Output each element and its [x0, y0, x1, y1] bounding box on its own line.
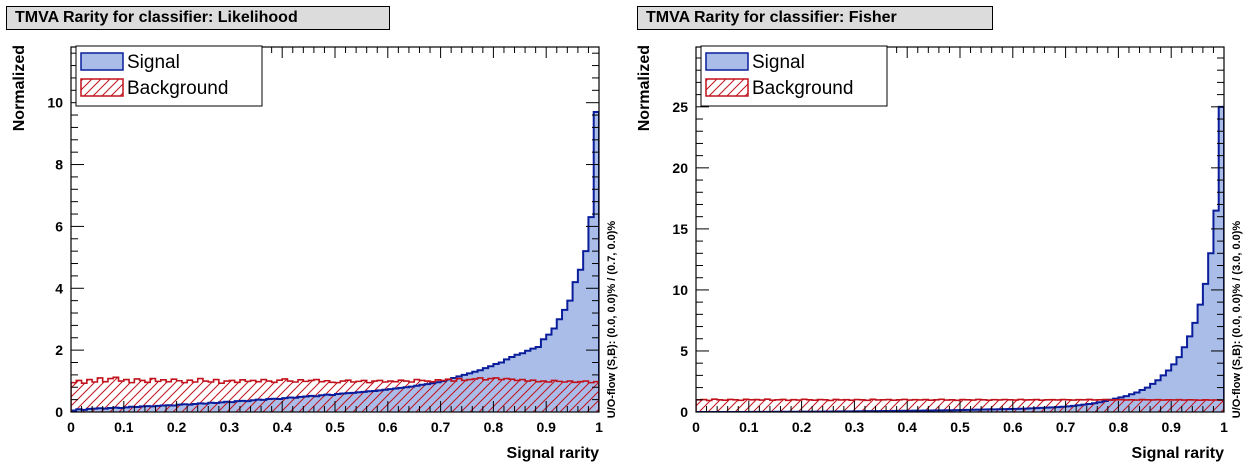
x-tick-label: 0.5: [325, 419, 345, 435]
legend-label-signal: Signal: [752, 52, 805, 73]
x-tick-label: 0.9: [536, 419, 556, 435]
x-tick-label: 0.1: [114, 419, 134, 435]
signal-histogram-line: [71, 110, 599, 412]
y-tick-label: 10: [672, 282, 688, 298]
x-tick-label: 0: [692, 419, 700, 435]
y-tick-label: 25: [672, 99, 688, 115]
overflow-label: U/O-flow (S,B): (0.0, 0.0)% / (3.0, 0.0)…: [1231, 221, 1243, 419]
x-tick-label: 1: [595, 419, 603, 435]
chart-panel-fisher: TMVA Rarity for classifier: Fisher 0 0.1 0…: [625, 0, 1249, 466]
x-tick-label: 0.8: [1109, 419, 1129, 435]
plot-area: [71, 110, 599, 412]
chart-title: TMVA Rarity for classifier: Likelihood: [6, 6, 390, 30]
y-tick-label: 8: [55, 157, 63, 173]
x-tick-label: 0.2: [167, 419, 187, 435]
x-tick-label: 0.1: [739, 419, 759, 435]
y-tick-label: 6: [55, 218, 63, 234]
legend-swatch-background: [705, 78, 749, 97]
x-tick-label: 0: [67, 419, 75, 435]
chart-title: TMVA Rarity for classifier: Fisher: [637, 6, 993, 30]
legend: Signal Background: [75, 45, 263, 107]
y-tick-label: 20: [672, 160, 688, 176]
x-tick-label: 0.2: [792, 419, 812, 435]
legend-label-background: Background: [127, 78, 228, 99]
y-axis-label: Normalized: [636, 45, 653, 131]
chart-panel-likelihood: TMVA Rarity for classifier: Likelihood 0…: [0, 0, 624, 466]
x-tick-label: 0.7: [1056, 419, 1076, 435]
y-tick-label: 2: [55, 342, 63, 358]
x-tick-label: 0.6: [378, 419, 398, 435]
x-axis-label: Signal rarity: [507, 445, 600, 462]
signal-histogram-line: [696, 105, 1224, 412]
background-histogram-line: [696, 398, 1224, 412]
overflow-label: U/O-flow (S,B): (0.0, 0.0)% / (0.7, 0.0)…: [606, 221, 618, 419]
legend-swatch-background: [80, 78, 124, 97]
histogram-fisher: 0 0.1 0.2 0.3 0.4 0.5 0.6 0.7 0.8 0.9 10510152025S…: [636, 45, 1243, 462]
legend: Signal Background: [700, 45, 888, 107]
x-tick-label: 0.3: [220, 419, 240, 435]
y-tick-label: 15: [672, 221, 688, 237]
signal-histogram-fill: [696, 106, 1224, 412]
legend-swatch-signal: [80, 52, 124, 71]
x-tick-label: 0.4: [272, 419, 292, 435]
x-tick-label: 0.6: [1003, 419, 1023, 435]
y-tick-label: 0: [55, 404, 63, 420]
x-axis-label: Signal rarity: [1132, 445, 1225, 462]
y-tick-label: 5: [680, 343, 688, 359]
y-axis-label: Normalized: [11, 45, 28, 131]
x-tick-label: 1: [1220, 419, 1228, 435]
y-tick-label: 4: [55, 280, 63, 296]
x-tick-label: 0.8: [484, 419, 504, 435]
x-tick-label: 0.7: [431, 419, 451, 435]
x-tick-label: 0.4: [897, 419, 917, 435]
y-tick-label: 0: [680, 404, 688, 420]
histogram-likelihood: 0 0.1 0.2 0.3 0.4 0.5 0.6 0.7 0.8 0.9 10246810Sign…: [11, 45, 618, 462]
x-tick-label: 0.3: [845, 419, 865, 435]
legend-swatch-signal: [705, 52, 749, 71]
x-tick-label: 0.9: [1161, 419, 1181, 435]
legend-label-background: Background: [752, 78, 853, 99]
y-tick-label: 10: [47, 95, 63, 111]
background-histogram-line: [71, 376, 599, 412]
plot-area: [696, 105, 1224, 412]
x-tick-label: 0.5: [950, 419, 970, 435]
legend-label-signal: Signal: [127, 52, 180, 73]
signal-histogram-fill: [71, 111, 599, 412]
